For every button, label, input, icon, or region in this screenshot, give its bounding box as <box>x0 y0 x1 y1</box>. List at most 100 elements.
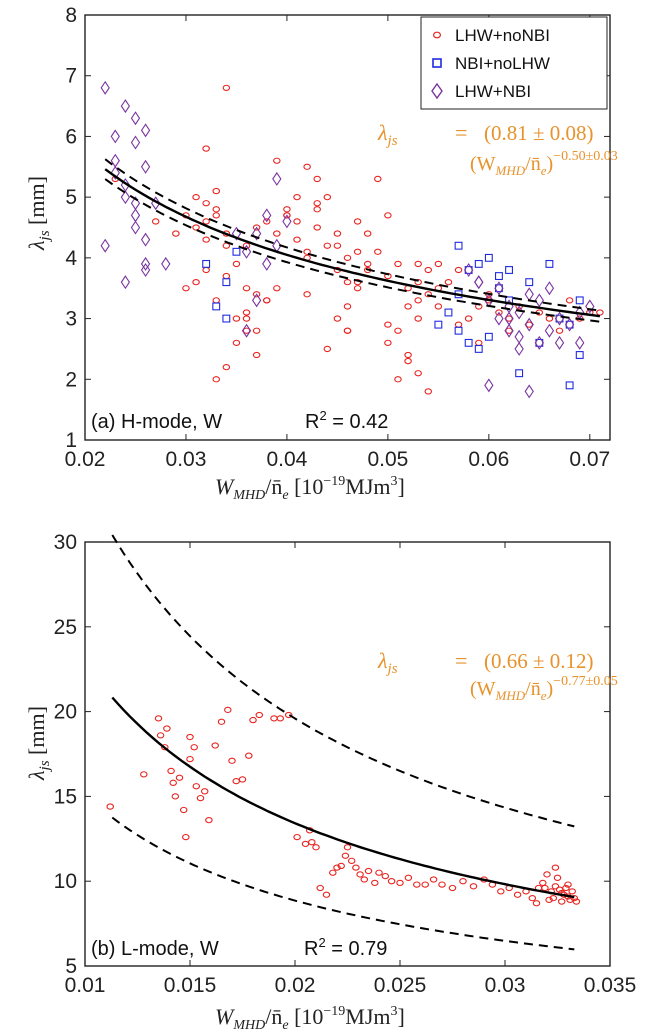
data-point-circle <box>217 718 226 725</box>
data-point-circle <box>568 888 576 895</box>
data-point-circle <box>313 175 321 183</box>
data-point-circle <box>434 260 443 268</box>
data-point-square <box>515 369 524 378</box>
data-point-square <box>505 266 513 274</box>
x-tick-label: 0.025 <box>374 974 427 997</box>
data-point-square <box>484 332 493 341</box>
data-point-diamond <box>272 171 282 186</box>
data-point-circle <box>323 345 332 353</box>
data-point-circle <box>474 339 483 347</box>
data-point-circle <box>200 788 209 795</box>
data-point-diamond <box>282 214 292 229</box>
y-tick-label: 5 <box>65 955 77 978</box>
chart-panel-a: 0.02 0.03 0.04 0.05 0.06 0.07 1 2 3 4 5 6 7 8 (a) H-m… <box>24 4 618 503</box>
data-point-circle <box>360 876 369 883</box>
data-point-circle <box>202 200 210 207</box>
data-point-circle <box>497 888 505 895</box>
chart-panel-b: 0.01 0.015 0.02 0.025 0.03 0.035 5 10 15 20 25 30 (… <box>24 531 636 1033</box>
data-point-circle <box>163 725 171 732</box>
data-point-square <box>202 259 211 268</box>
fit-line <box>111 696 575 899</box>
y-axis-label-b: λjs [mm] <box>24 706 53 781</box>
data-point-circle <box>212 376 221 383</box>
data-point-circle <box>347 857 356 864</box>
data-point-diamond <box>564 317 575 332</box>
data-point-circle <box>192 783 201 790</box>
data-point-circle <box>356 871 364 878</box>
data-point-diamond <box>241 323 252 338</box>
data-point-circle <box>242 309 251 316</box>
data-point-square <box>484 253 493 262</box>
data-point-circle <box>249 716 257 724</box>
data-point-circle <box>192 224 200 231</box>
data-point-circle <box>172 230 180 237</box>
data-point-circle <box>551 864 560 871</box>
data-point-circle <box>182 285 190 292</box>
data-point-circle <box>464 315 473 322</box>
data-point-circle <box>495 309 503 316</box>
data-point-circle <box>539 879 547 887</box>
data-point-circle <box>167 767 175 775</box>
data-point-diamond <box>140 256 151 271</box>
data-point-diamond <box>120 99 131 114</box>
data-point-circle <box>222 242 231 249</box>
data-point-circle <box>596 309 604 316</box>
data-point-circle <box>212 297 221 304</box>
data-point-circle <box>438 881 446 888</box>
data-point-circle <box>414 278 422 286</box>
data-point-square <box>474 344 483 353</box>
data-point-diamond <box>575 335 585 350</box>
data-point-circle <box>284 711 293 719</box>
data-point-circle <box>252 327 261 334</box>
fit-band-upper <box>104 158 601 312</box>
data-point-diamond <box>130 111 141 126</box>
data-point-circle <box>565 297 574 304</box>
x-tick-label: 0.01 <box>65 974 106 997</box>
data-point-circle <box>444 278 453 286</box>
data-point-circle <box>454 321 463 328</box>
data-point-circle <box>333 230 342 237</box>
svg-text:(WMHD/n̄e)−0.50±0.03: (WMHD/n̄e)−0.50±0.03 <box>470 149 618 178</box>
data-point-square <box>575 296 584 305</box>
data-point-circle <box>553 874 562 881</box>
data-point-circle <box>222 272 231 280</box>
data-point-circle <box>541 884 549 892</box>
data-point-circle <box>262 218 271 225</box>
data-point-square <box>434 320 443 329</box>
data-point-circle <box>424 388 433 395</box>
svg-text:(WMHD/n̄e)−0.77±0.05: (WMHD/n̄e)−0.77±0.05 <box>470 674 618 703</box>
legend-label: NBI+noLHW <box>455 54 550 73</box>
x-tick-label: 0.03 <box>485 974 526 997</box>
data-point-circle <box>429 876 438 883</box>
data-point-circle <box>293 236 301 243</box>
data-point-circle <box>273 230 281 237</box>
legend-marker-diamond <box>431 82 443 100</box>
data-point-circle <box>414 315 422 322</box>
data-point-circle <box>238 776 247 783</box>
data-point-circle <box>303 163 311 170</box>
data-point-circle <box>381 872 390 880</box>
data-point-circle <box>434 303 443 310</box>
data-point-diamond <box>544 281 555 296</box>
data-point-circle <box>202 266 210 274</box>
data-point-circle <box>232 777 240 785</box>
data-point-circle <box>545 896 553 904</box>
data-point-circle <box>343 327 352 334</box>
data-point-circle <box>303 248 311 255</box>
data-point-circle <box>262 297 271 304</box>
data-point-circle <box>343 844 352 851</box>
data-point-diamond <box>120 190 131 205</box>
data-point-square <box>545 259 554 268</box>
y-tick-label: 20 <box>54 701 77 724</box>
svg-text:=: = <box>455 648 467 673</box>
data-point-diamond <box>130 220 141 235</box>
data-point-circle <box>333 242 342 249</box>
y-tick-label: 30 <box>54 531 77 554</box>
data-point-circle <box>171 793 180 800</box>
data-point-square <box>474 259 483 268</box>
data-point-diamond <box>100 238 110 253</box>
plot-area-a <box>84 14 611 441</box>
data-point-circle <box>564 881 572 888</box>
data-point-circle <box>353 218 362 225</box>
x-axis-label-b: WMHD/n̄e [10−19MJm3] <box>215 1004 405 1033</box>
